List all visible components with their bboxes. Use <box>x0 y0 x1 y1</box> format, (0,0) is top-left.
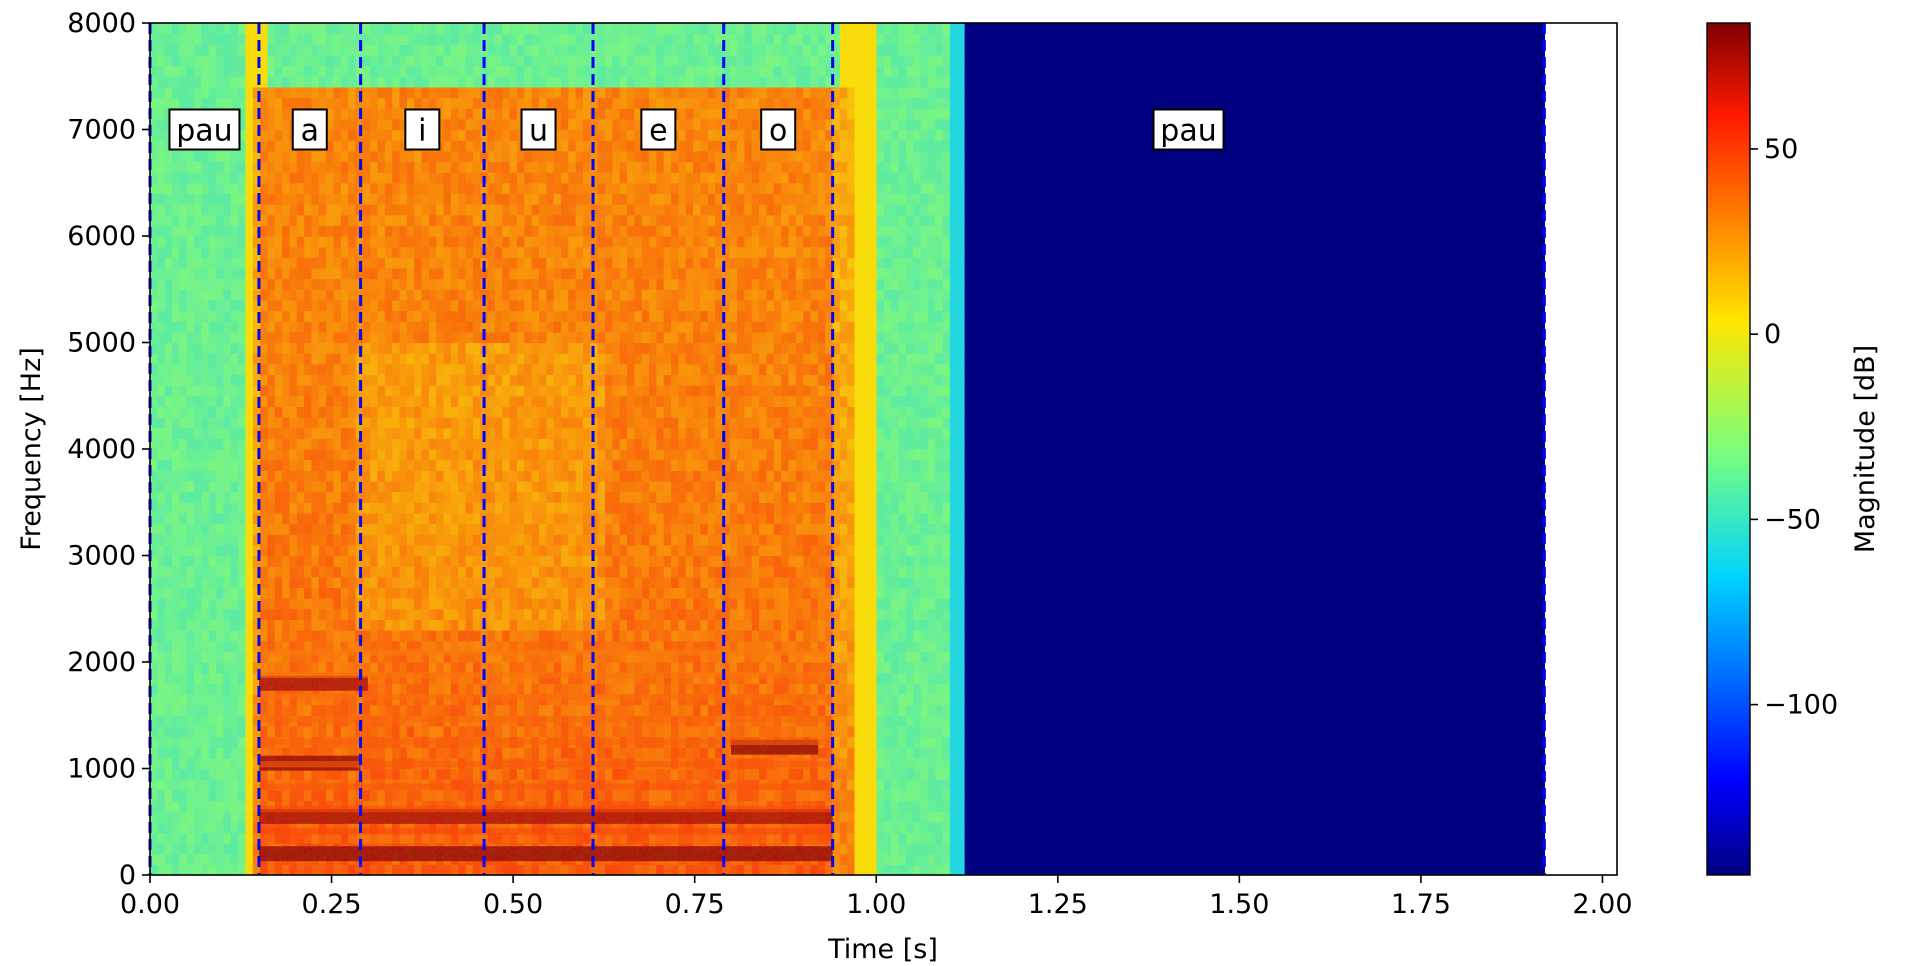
plot-area <box>150 23 1545 875</box>
